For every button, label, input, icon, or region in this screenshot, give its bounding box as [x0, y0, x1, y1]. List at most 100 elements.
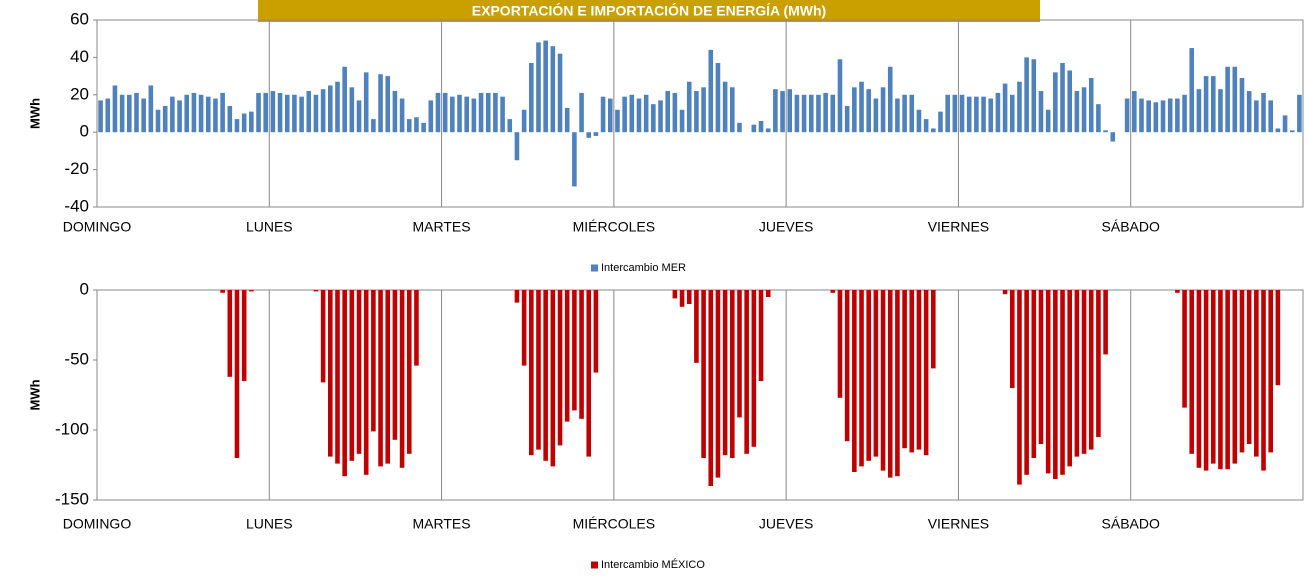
x-tick-label: DOMINGO	[63, 219, 132, 235]
bar	[1254, 290, 1259, 457]
bar	[464, 96, 469, 133]
bar	[457, 94, 462, 133]
bar	[694, 290, 699, 363]
bar	[198, 94, 204, 133]
bar	[155, 109, 161, 133]
bar	[1153, 102, 1159, 133]
bar	[1189, 48, 1195, 133]
bar	[844, 290, 850, 442]
bar	[141, 98, 146, 133]
chart-title: EXPORTACIÓN E IMPORTACIÓN DE ENERGÍA (MW…	[472, 2, 826, 19]
bar	[328, 85, 333, 133]
bar	[607, 98, 613, 133]
bar	[557, 290, 563, 446]
bar	[1045, 290, 1051, 474]
bar	[823, 92, 828, 133]
y-tick-label: 0	[80, 279, 89, 298]
bar	[1232, 290, 1238, 464]
bar	[1060, 290, 1065, 475]
bar	[672, 290, 678, 299]
bar	[773, 89, 778, 133]
bar	[837, 59, 843, 133]
plot-frame	[96, 289, 1304, 501]
bar	[127, 94, 132, 133]
bar	[902, 290, 907, 449]
bar	[1275, 290, 1281, 386]
bar	[895, 290, 900, 477]
bar	[572, 290, 577, 411]
bar	[808, 94, 814, 133]
bar	[1239, 290, 1245, 453]
bar	[220, 290, 225, 293]
bar	[521, 290, 527, 366]
bar	[844, 106, 850, 133]
bar	[406, 119, 412, 133]
bar	[529, 63, 534, 133]
bar	[787, 89, 793, 133]
bar	[105, 98, 111, 133]
bar	[493, 92, 498, 133]
bar	[672, 92, 678, 133]
bar	[277, 92, 283, 133]
bar	[1275, 128, 1281, 133]
y-axis-label: MWh	[27, 98, 42, 129]
bar	[758, 120, 764, 133]
bar	[923, 290, 929, 456]
bar	[1002, 83, 1008, 133]
bar	[1246, 91, 1252, 133]
bar	[256, 92, 261, 133]
bar	[880, 87, 886, 133]
title-banner	[258, 0, 1040, 22]
bar	[1103, 130, 1108, 133]
bar	[500, 96, 505, 133]
bar	[830, 290, 836, 293]
bar	[629, 94, 635, 133]
bar	[686, 81, 692, 133]
y-tick-label: 40	[70, 47, 89, 66]
bar	[866, 290, 871, 461]
bar	[909, 94, 915, 133]
x-tick-label: LUNES	[246, 516, 293, 532]
bar	[758, 290, 764, 381]
bar	[162, 106, 168, 133]
plot-frame	[96, 19, 1304, 208]
bar	[931, 290, 936, 369]
bar	[1081, 290, 1087, 454]
bar	[385, 290, 391, 464]
x-tick-label: SÁBADO	[1102, 219, 1160, 235]
bar	[1218, 290, 1223, 470]
bar	[1261, 290, 1266, 471]
bar	[471, 98, 477, 133]
x-tick-label: SÁBADO	[1102, 516, 1160, 532]
bar	[1053, 72, 1058, 133]
bar	[909, 290, 915, 453]
bar	[371, 290, 376, 432]
bar	[536, 290, 541, 450]
bar	[1175, 290, 1180, 293]
bar	[428, 100, 434, 133]
bar	[737, 290, 742, 418]
bar	[1268, 100, 1273, 133]
bar	[952, 94, 958, 133]
bar	[873, 98, 879, 133]
bar	[1210, 76, 1216, 133]
bar	[529, 290, 534, 456]
bar	[98, 100, 103, 133]
bar	[722, 290, 728, 456]
bar	[550, 290, 556, 467]
bar	[859, 290, 864, 467]
bar	[557, 53, 563, 133]
bar	[134, 92, 139, 133]
bar	[1160, 100, 1166, 133]
bar	[1297, 94, 1302, 133]
bar	[1103, 290, 1108, 355]
bar	[1038, 91, 1044, 133]
bar	[959, 94, 965, 133]
bar	[543, 40, 548, 133]
bar	[708, 290, 714, 486]
bar	[701, 87, 706, 133]
bar	[213, 98, 218, 133]
bar	[191, 92, 197, 133]
bar	[579, 92, 584, 133]
bar	[1017, 290, 1022, 485]
